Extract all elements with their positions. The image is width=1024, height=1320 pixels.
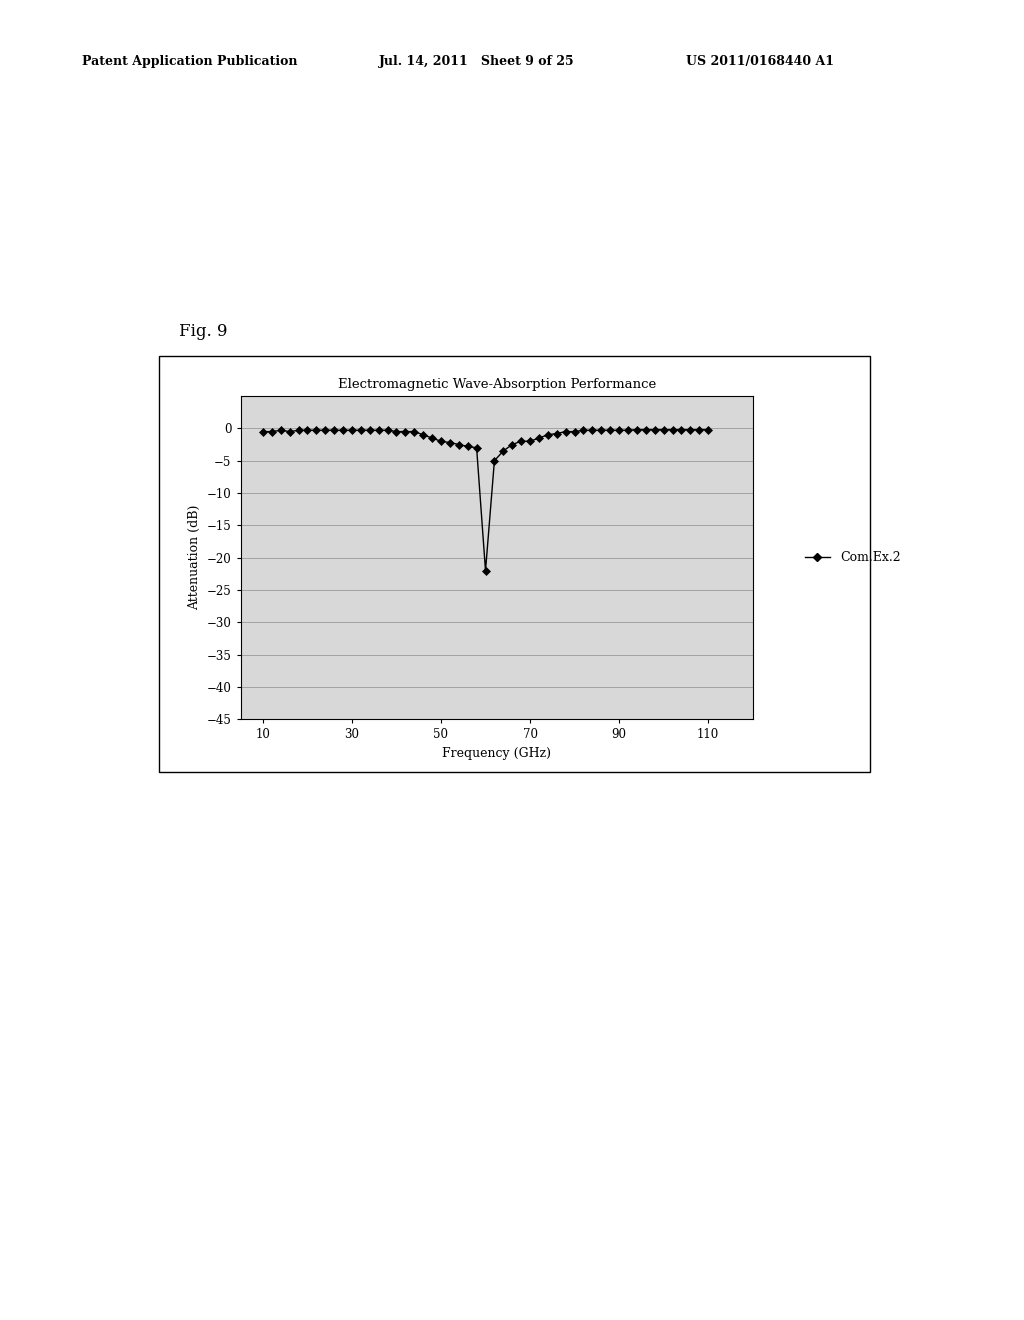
X-axis label: Frequency (GHz): Frequency (GHz): [442, 747, 551, 760]
Text: Fig. 9: Fig. 9: [179, 323, 227, 341]
Y-axis label: Attenuation (dB): Attenuation (dB): [188, 506, 201, 610]
Text: Jul. 14, 2011   Sheet 9 of 25: Jul. 14, 2011 Sheet 9 of 25: [379, 55, 574, 69]
Title: Electromagnetic Wave-Absorption Performance: Electromagnetic Wave-Absorption Performa…: [338, 378, 655, 391]
Text: Patent Application Publication: Patent Application Publication: [82, 55, 297, 69]
Text: US 2011/0168440 A1: US 2011/0168440 A1: [686, 55, 835, 69]
Legend: Com.Ex.2: Com.Ex.2: [800, 546, 905, 569]
